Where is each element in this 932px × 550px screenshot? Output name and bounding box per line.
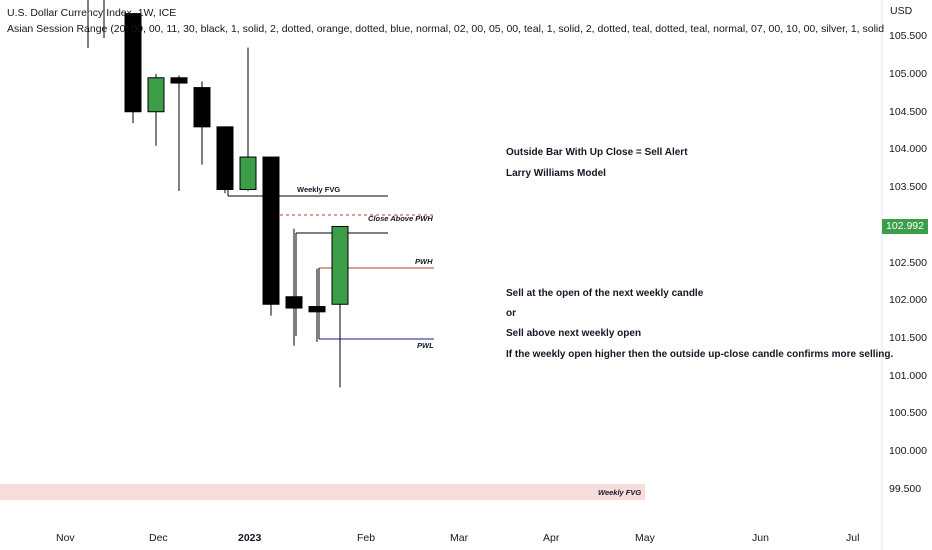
indicator-legend[interactable]: Asian Session Range (20, 00, 00, 11, 30,… xyxy=(7,23,885,35)
price-tick: 101.000 xyxy=(889,370,927,382)
price-tick: 100.500 xyxy=(889,407,927,419)
time-tick: Nov xyxy=(56,532,75,544)
time-tick: Jun xyxy=(752,532,769,544)
close-above-pwh-label: Close Above PWH xyxy=(368,214,433,223)
price-tick: 99.500 xyxy=(889,483,922,495)
note-model: Larry Williams Model xyxy=(506,168,606,179)
candle-body-up[interactable] xyxy=(147,77,165,113)
price-tick: 104.500 xyxy=(889,106,927,118)
time-tick: 2023 xyxy=(238,532,262,544)
weekly-fvg-label: Weekly FVG xyxy=(297,185,341,194)
price-tick: 101.500 xyxy=(889,332,927,344)
time-tick: Jul xyxy=(846,532,860,544)
candle-body-down[interactable] xyxy=(262,156,280,305)
currency-label: USD xyxy=(890,5,913,17)
candle-body-down[interactable] xyxy=(124,13,142,113)
note-confirms: If the weekly open higher then the outsi… xyxy=(506,349,894,360)
note-sell-open: Sell at the open of the next weekly cand… xyxy=(506,288,704,299)
price-tick: 102.500 xyxy=(889,257,927,269)
time-tick: Mar xyxy=(450,532,469,544)
price-tick: 104.000 xyxy=(889,143,927,155)
candle-body-down[interactable] xyxy=(170,77,188,84)
pwl-label: PWL xyxy=(417,341,434,350)
weekly-fvg-zone-label: Weekly FVG xyxy=(598,488,642,497)
price-tick: 102.000 xyxy=(889,294,927,306)
note-sell-above: Sell above next weekly open xyxy=(506,328,642,339)
time-tick: Dec xyxy=(149,532,168,544)
candle-body-down[interactable] xyxy=(285,296,303,309)
note-sell-alert: Outside Bar With Up Close = Sell Alert xyxy=(506,147,688,158)
time-tick: Feb xyxy=(357,532,376,544)
current-price-badge: 102.992 xyxy=(882,219,928,234)
time-tick: Apr xyxy=(543,532,560,544)
candle-body-up[interactable] xyxy=(239,156,257,191)
symbol-title[interactable]: U.S. Dollar Currency Index, 1W, ICE xyxy=(7,7,177,19)
candles-group xyxy=(124,13,349,388)
note-or: or xyxy=(506,308,516,319)
candle-body-down[interactable] xyxy=(193,87,211,128)
price-tick: 100.000 xyxy=(889,445,927,457)
candle-body-down[interactable] xyxy=(216,126,234,191)
price-tick: 105.000 xyxy=(889,68,927,80)
price-tick: 103.500 xyxy=(889,181,927,193)
candle-body-down[interactable] xyxy=(308,306,326,313)
weekly-fvg-zone xyxy=(0,484,645,500)
price-tick: 105.500 xyxy=(889,30,927,42)
time-tick: May xyxy=(635,532,655,544)
candle-body-up[interactable] xyxy=(331,226,349,305)
pwh-label: PWH xyxy=(415,257,433,266)
